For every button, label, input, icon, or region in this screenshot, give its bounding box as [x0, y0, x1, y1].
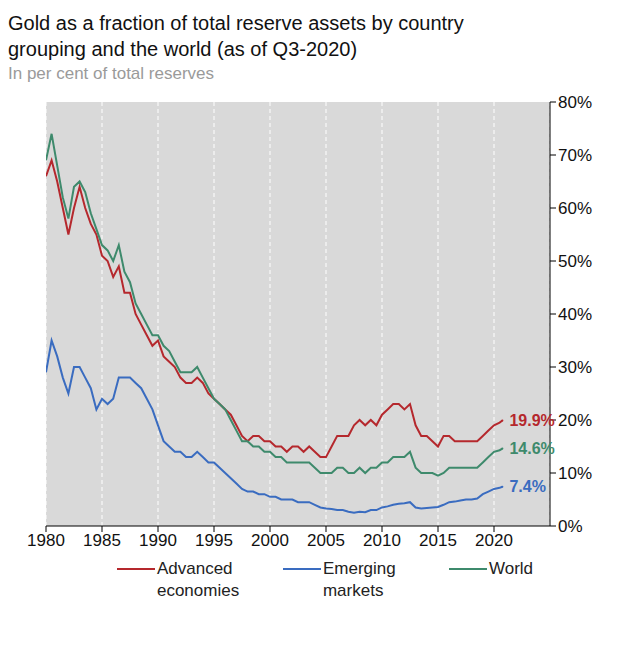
- svg-text:0%: 0%: [558, 517, 583, 536]
- html-text:In per cent of total reserves: In per cent of total reserves: [8, 64, 214, 83]
- svg-text:1980: 1980: [27, 531, 65, 550]
- html-text:Emerging markets: Emerging markets: [323, 559, 396, 600]
- svg-text:80%: 80%: [558, 93, 592, 112]
- svg-text:60%: 60%: [558, 199, 592, 218]
- svg-text:2020: 2020: [475, 531, 513, 550]
- svg-text:50%: 50%: [558, 252, 592, 271]
- svg-text:70%: 70%: [558, 146, 592, 165]
- html-text:Advanced economies: Advanced economies: [157, 559, 240, 600]
- svg-text:2005: 2005: [307, 531, 345, 550]
- svg-text:14.6%: 14.6%: [509, 440, 554, 457]
- html-text:World: World: [489, 559, 533, 578]
- svg-text:40%: 40%: [558, 305, 592, 324]
- svg-text:19.9%: 19.9%: [509, 412, 554, 429]
- svg-text:7.4%: 7.4%: [509, 478, 545, 495]
- svg-text:20%: 20%: [558, 411, 592, 430]
- svg-text:2000: 2000: [251, 531, 289, 550]
- html-text:Gold as a fraction of total re: Gold as a fraction of total reserve asse…: [8, 12, 464, 60]
- svg-text:2010: 2010: [363, 531, 401, 550]
- svg-text:30%: 30%: [558, 358, 592, 377]
- svg-text:10%: 10%: [558, 464, 592, 483]
- svg-text:1995: 1995: [195, 531, 233, 550]
- svg-text:1985: 1985: [83, 531, 121, 550]
- svg-text:2015: 2015: [419, 531, 457, 550]
- svg-text:1990: 1990: [139, 531, 177, 550]
